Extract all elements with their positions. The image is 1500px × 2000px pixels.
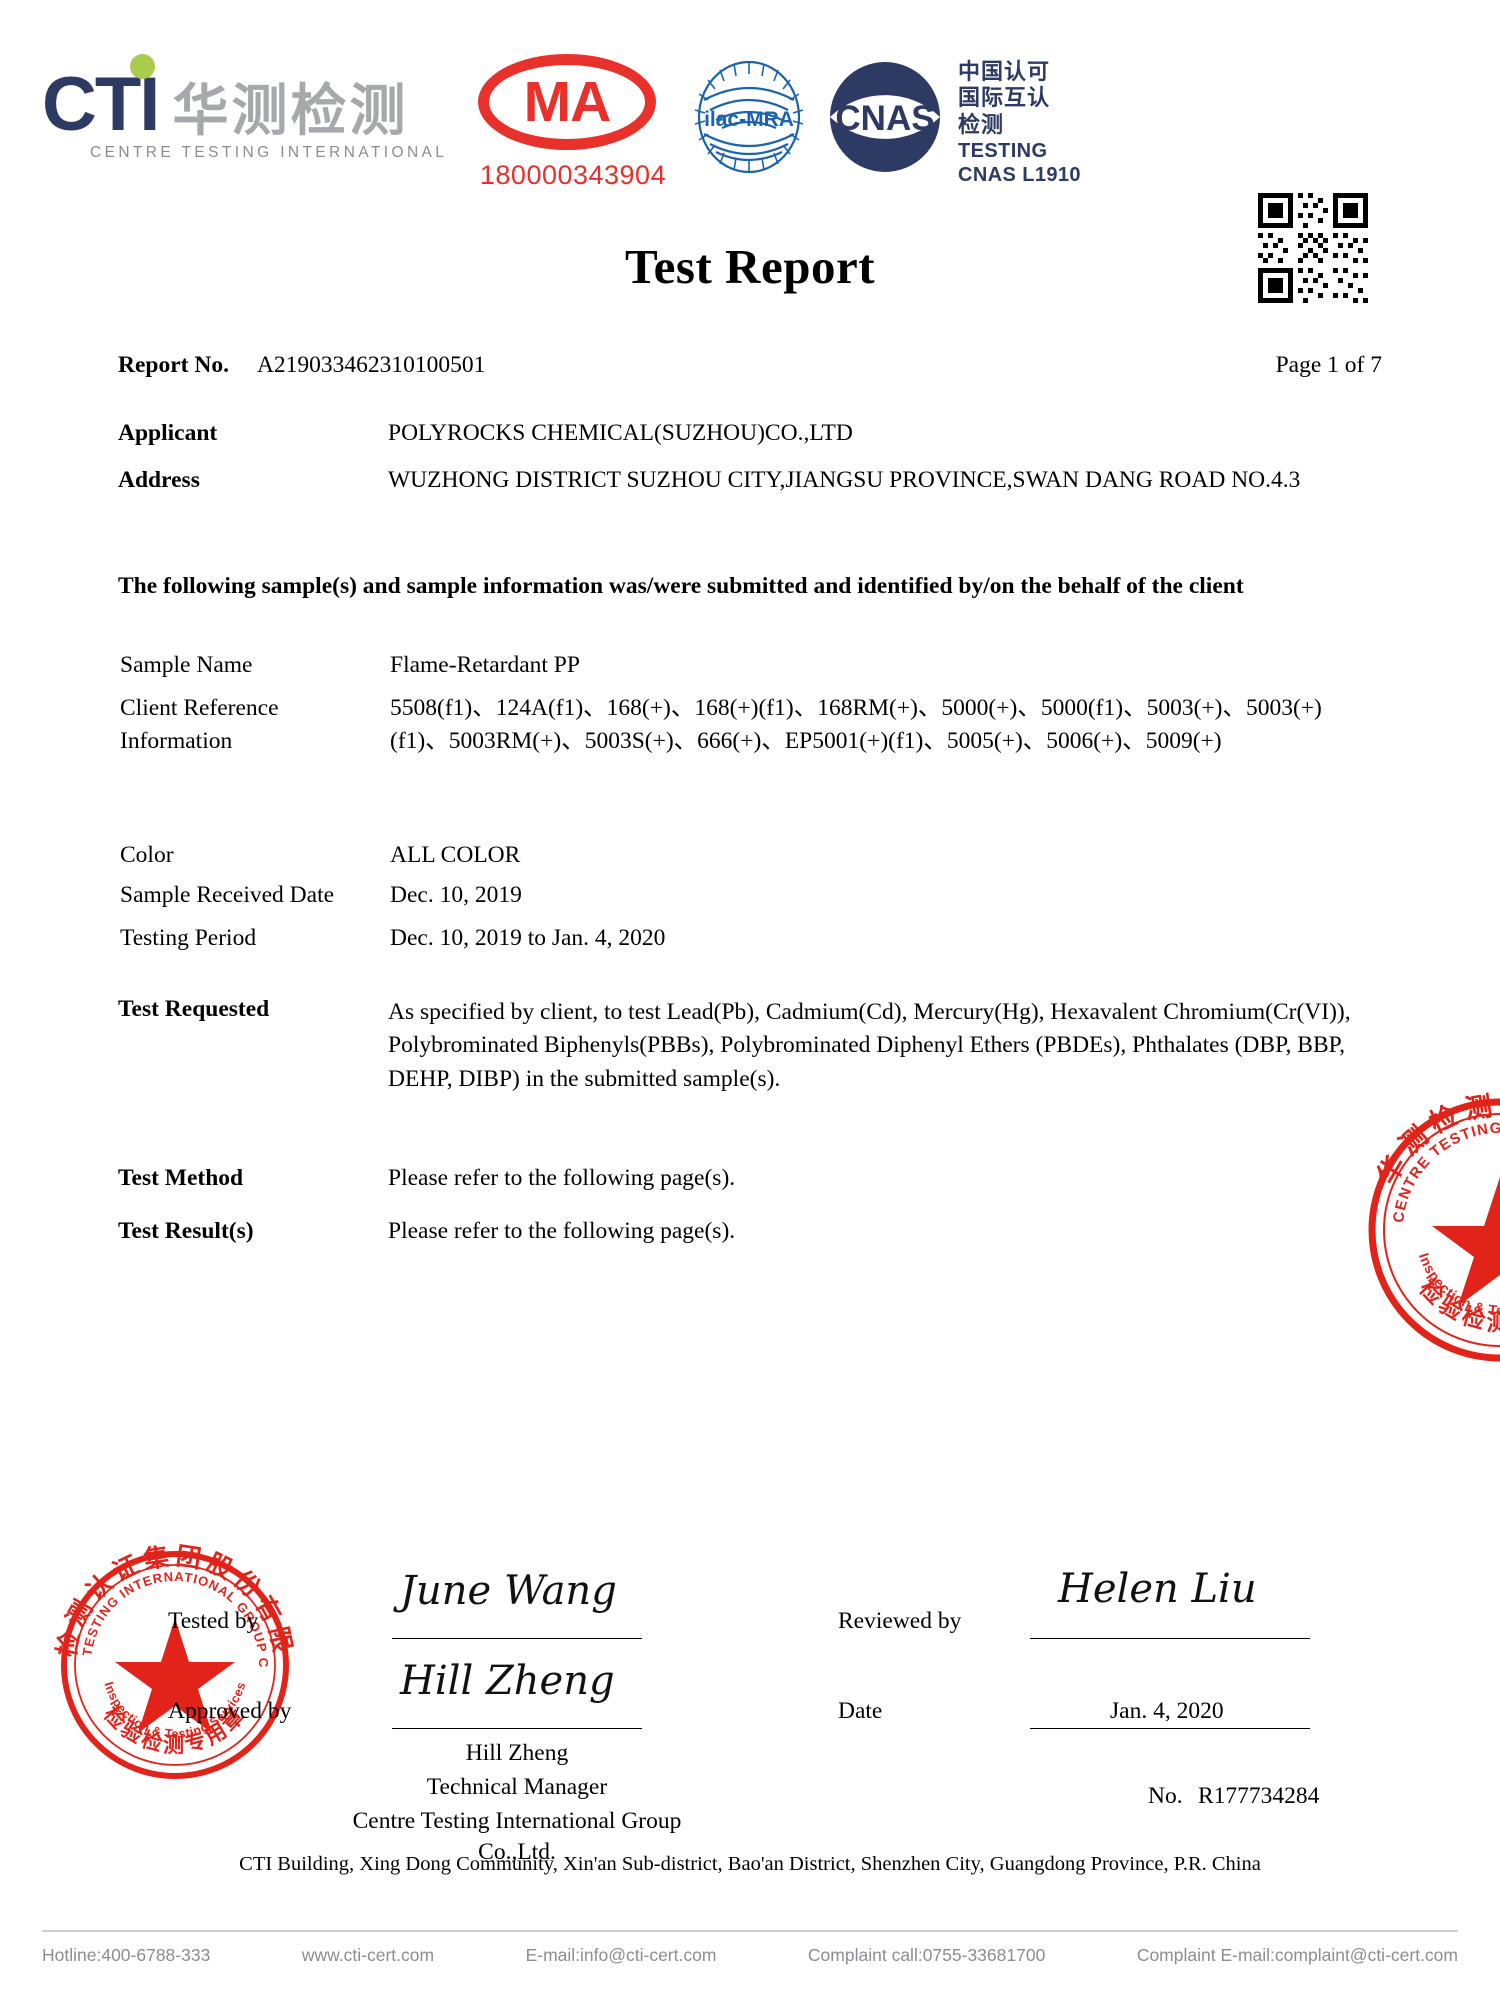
cti-logo-letters-text: CTI — [42, 62, 160, 148]
cnas-text-line2: 国际互认 — [958, 86, 1051, 112]
sample-name-row: Sample Name Flame-Retardant PP — [120, 652, 580, 679]
sample-received-label: Sample Received Date — [120, 882, 335, 908]
cnas-icon: CNAS — [820, 58, 950, 176]
cnas-label: CNAS — [835, 99, 934, 138]
applicant-row: Applicant POLYROCKS CHEMICAL(SUZHOU)CO.,… — [118, 420, 853, 447]
cnas-accreditation-text: 中国认可 国际互认 检测 TESTING CNAS L1910 — [958, 60, 1081, 187]
submission-statement: The following sample(s) and sample infor… — [118, 573, 1244, 599]
testing-period-value: Dec. 10, 2019 to Jan. 4, 2020 — [390, 925, 666, 951]
cma-mark: MA 180000343904 — [478, 54, 668, 191]
footer-website[interactable]: www.cti-cert.com — [301, 1945, 435, 1965]
test-method-label: Test Method — [118, 1165, 244, 1191]
sample-name-value: Flame-Retardant PP — [390, 652, 580, 678]
cma-oval-icon: MA — [478, 54, 656, 150]
sample-received-value: Dec. 10, 2019 — [390, 882, 522, 908]
testing-period-label: Testing Period — [120, 925, 257, 951]
address-row: Address WUZHONG DISTRICT SUZHOU CITY,JIA… — [118, 467, 1300, 494]
report-number-value: A219033462310100501 — [256, 352, 486, 378]
reviewed-by-signature-line — [1030, 1638, 1310, 1639]
approved-by-signature: Hill Zheng — [400, 1658, 615, 1704]
footer-hotline: Hotline:400-6788-333 — [42, 1945, 211, 1965]
footer-email[interactable]: E-mail:info@cti-cert.com — [525, 1945, 717, 1965]
document-header: CTI 华测检测 CENTRE TESTING INTERNATIONAL MA… — [0, 28, 1500, 303]
test-method-value: Please refer to the following page(s). — [388, 1165, 736, 1191]
test-result-value: Please refer to the following page(s). — [388, 1218, 736, 1244]
applicant-label: Applicant — [118, 420, 218, 446]
tested-by-signature: June Wang — [400, 1568, 617, 1614]
page-indicator: Page 1 of 7 — [1275, 352, 1382, 378]
approver-name: Hill Zheng — [465, 1740, 569, 1766]
address-value: WUZHONG DISTRICT SUZHOU CITY,JIANGSU PRO… — [388, 467, 1301, 493]
color-row: Color ALL COLOR — [120, 842, 520, 869]
test-result-label: Test Result(s) — [118, 1218, 254, 1244]
color-value: ALL COLOR — [390, 842, 521, 868]
client-reference-label-line2: Information — [120, 728, 233, 755]
tested-by-signature-line — [392, 1638, 642, 1639]
footer-complaint-call: Complaint call:0755-33681700 — [807, 1945, 1046, 1965]
ilac-mra-icon: ilac-MRA — [690, 58, 808, 176]
cti-logo: CTI 华测检测 CENTRE TESTING INTERNATIONAL — [42, 54, 462, 162]
approved-by-signature-line — [392, 1728, 642, 1729]
cnas-text-line3: 检测 — [958, 112, 1005, 138]
sample-received-row: Sample Received Date Dec. 10, 2019 — [120, 882, 522, 909]
client-reference-label: Client Reference Information — [120, 692, 390, 759]
company-seal-right: 华测检测认证集团 CENTRE TESTING INTERNATIONAL 检验… — [1355, 1085, 1500, 1375]
cnas-text-line4: TESTING — [958, 140, 1048, 163]
seal-right-star-icon — [1432, 1177, 1500, 1306]
reviewed-by-signature: Helen Liu — [1058, 1566, 1257, 1612]
footer-complaint-email[interactable]: Complaint E-mail:complaint@cti-cert.com — [1136, 1945, 1458, 1965]
cti-logo-subtitle: CENTRE TESTING INTERNATIONAL — [90, 144, 448, 161]
date-label: Date — [838, 1698, 883, 1724]
date-line — [1030, 1728, 1310, 1729]
footer-divider — [42, 1930, 1458, 1932]
color-label: Color — [120, 842, 174, 868]
ilac-mra-label: ilac-MRA — [704, 108, 794, 131]
approver-title: Technical Manager — [426, 1774, 608, 1800]
test-requested-value: As specified by client, to test Lead(Pb)… — [388, 999, 1351, 1092]
test-requested-row: Test Requested As specified by client, t… — [118, 996, 1368, 1096]
client-reference-value: 5508(f1)、124A(f1)、168(+)、168(+)(f1)、168R… — [390, 695, 1322, 755]
date-value: Jan. 4, 2020 — [1110, 1698, 1224, 1724]
address-label: Address — [118, 467, 200, 493]
test-result-row: Test Result(s) Please refer to the follo… — [118, 1218, 735, 1245]
reviewed-by-label: Reviewed by — [838, 1608, 962, 1634]
report-number-label: Report No. — [118, 352, 229, 378]
test-requested-label: Test Requested — [118, 996, 270, 1022]
certificate-no-value: R177734284 — [1198, 1783, 1320, 1809]
company-seal-left: 华测检测认证集团股份有限公司 CENTRE TESTING INTERNATIO… — [35, 1517, 300, 1790]
approver-company: Centre Testing International Group Co.,L… — [352, 1808, 682, 1865]
applicant-value: POLYROCKS CHEMICAL(SUZHOU)CO.,LTD — [388, 420, 853, 446]
qr-code — [1258, 193, 1368, 303]
cnas-text-line5: CNAS L1910 — [958, 164, 1081, 187]
seal-right-chinese-top: 华测检测认证集团 — [1371, 1090, 1500, 1190]
certificate-no-label: No. — [1148, 1783, 1183, 1809]
testing-period-row: Testing Period Dec. 10, 2019 to Jan. 4, … — [120, 925, 665, 952]
footer-contact-bar: Hotline:400-6788-333 www.cti-cert.com E-… — [42, 1945, 1458, 1966]
approved-by-label: Approved by — [168, 1698, 292, 1724]
cma-number: 180000343904 — [479, 160, 667, 190]
seal-left-star-icon — [115, 1618, 235, 1733]
cti-logo-chinese: 华测检测 — [172, 79, 409, 144]
company-address-line: CTI Building, Xing Dong Community, Xin'a… — [239, 1853, 1261, 1875]
signature-block: Tested by June Wang Approved by Hill Zhe… — [0, 1540, 1500, 1870]
test-method-row: Test Method Please refer to the followin… — [118, 1165, 735, 1192]
tested-by-label: Tested by — [168, 1608, 259, 1634]
report-number-row: Report No. A219033462310100501 — [118, 352, 485, 379]
page-title: Test Report — [624, 239, 876, 294]
cti-logo-letters: CTI — [42, 54, 160, 143]
sample-name-label: Sample Name — [120, 652, 253, 678]
cma-mark-text: MA — [523, 69, 612, 134]
client-reference-row: Client Reference Information 5508(f1)、12… — [120, 692, 1370, 759]
client-reference-label-line1: Client Reference — [120, 695, 279, 721]
cnas-text-line1: 中国认可 — [958, 60, 1051, 85]
cti-logo-green-dot — [130, 54, 156, 80]
